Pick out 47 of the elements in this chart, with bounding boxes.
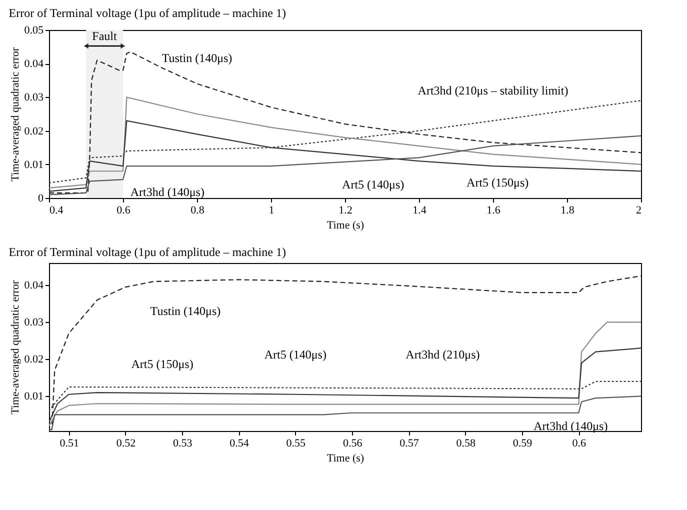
x-tick-label: 0.6 [572, 438, 587, 450]
annotation: Tustin (140μs) [150, 304, 221, 318]
x-tick-label: 0.52 [116, 438, 136, 450]
annotation: Art5 (150μs) [131, 356, 194, 371]
x-tick-label: 0.6 [116, 204, 131, 216]
annotation: Tustin (140μs) [162, 50, 232, 65]
band-label: Fault [92, 29, 118, 43]
chart-title: Error of Terminal voltage (1pu of amplitude – machine 1) [8, 6, 286, 20]
x-tick-label: 0.4 [50, 204, 64, 216]
annotation: Art3hd (140μs) [130, 185, 204, 200]
x-tick-label: 0.51 [60, 438, 79, 450]
x-tick-label: 0.59 [512, 438, 533, 450]
annotation: Art3hd (140μs) [534, 419, 608, 434]
x-tick-label: 1.2 [338, 204, 352, 216]
x-tick-label: 1.8 [560, 204, 575, 216]
y-axis-title: Time-averaged quadratic error [9, 280, 22, 414]
annotation: Art5 (140μs) [264, 347, 326, 362]
y-tick-label: 0.04 [24, 58, 44, 70]
y-tick-label: 0.03 [24, 316, 44, 329]
x-tick-label: 1.4 [412, 204, 427, 216]
annotation: Art5 (140μs) [342, 178, 404, 192]
x-tick-label: 0.58 [456, 438, 476, 450]
x-tick-label: 1.6 [486, 204, 501, 216]
x-tick-label: 0.55 [286, 438, 306, 450]
x-tick-label: 2 [636, 204, 642, 216]
x-axis-title: Time (s) [326, 452, 364, 464]
x-tick-label: 0.57 [400, 438, 420, 450]
y-axis-title: Time-averaged quadratic error [9, 47, 22, 182]
y-tick-label: 0.01 [24, 390, 44, 403]
annotation: Art5 (150μs) [466, 175, 529, 190]
y-tick-label: 0.04 [24, 280, 44, 292]
y-tick-label: 0 [38, 192, 44, 204]
x-tick-label: 0.53 [173, 438, 193, 450]
y-tick-label: 0.05 [24, 24, 44, 36]
x-tick-label: 1 [268, 204, 274, 216]
x-tick-label: 0.54 [230, 438, 250, 450]
annotation: Art3hd (210μs) [406, 347, 480, 362]
y-tick-label: 0.01 [24, 158, 44, 171]
chart-title: Error of Terminal voltage (1pu of amplitude – machine 1) [8, 245, 286, 259]
annotation: Art3hd (210μs – stability limit) [418, 84, 568, 98]
x-tick-label: 0.8 [190, 204, 205, 216]
x-axis-title: Time (s) [326, 220, 364, 232]
y-tick-label: 0.02 [24, 125, 44, 138]
y-tick-label: 0.02 [24, 354, 44, 366]
x-tick-label: 0.56 [342, 438, 363, 450]
y-tick-label: 0.03 [24, 92, 44, 104]
line-series [49, 348, 641, 423]
